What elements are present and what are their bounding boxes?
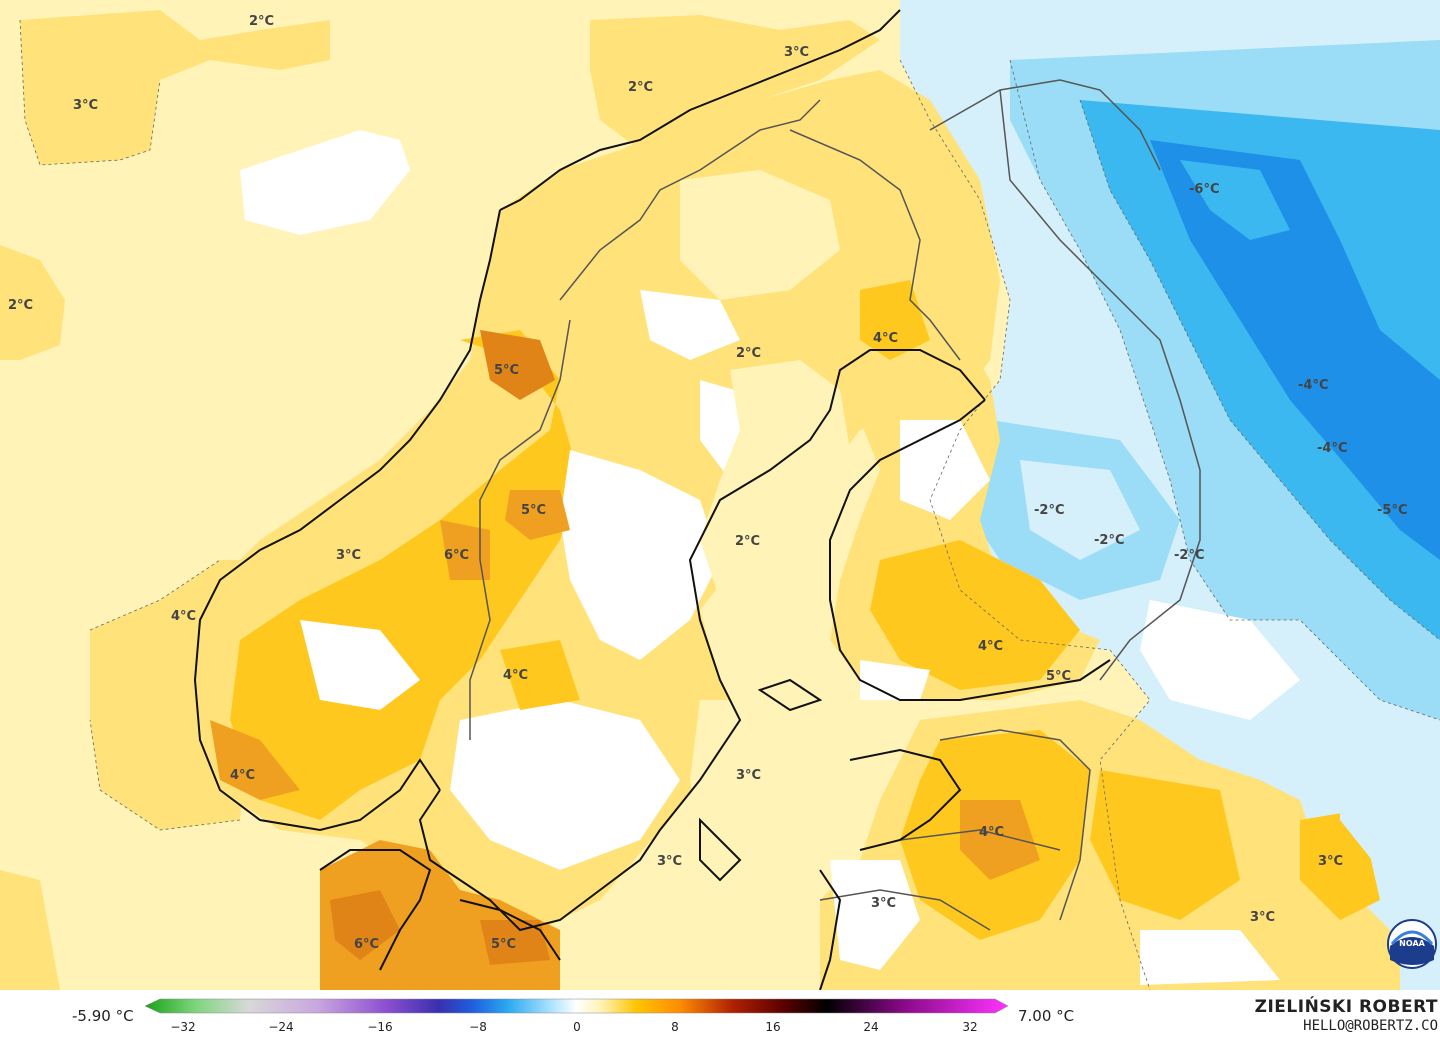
- temp-label: 4°C: [230, 768, 255, 783]
- legend-tick: −8: [469, 1020, 487, 1034]
- temp-label: -2°C: [1034, 503, 1064, 518]
- legend-tick: −24: [268, 1020, 293, 1034]
- temp-label: 3°C: [1250, 910, 1275, 925]
- author-name: ZIELIŃSKI ROBERT: [1255, 995, 1438, 1017]
- temp-label: 3°C: [73, 98, 98, 113]
- temp-label: 2°C: [8, 298, 33, 313]
- temp-label: -6°C: [1189, 182, 1219, 197]
- temp-label: 5°C: [521, 503, 546, 518]
- temp-label: -2°C: [1174, 548, 1204, 563]
- temp-label: -4°C: [1298, 378, 1328, 393]
- temp-label: 2°C: [736, 346, 761, 361]
- legend-max-label: 7.00 °C: [1018, 1007, 1074, 1025]
- temp-label: 3°C: [657, 854, 682, 869]
- temp-label: 3°C: [784, 45, 809, 60]
- temp-label: 4°C: [503, 668, 528, 683]
- temp-label: 4°C: [979, 825, 1004, 840]
- legend: -5.90 °C 7.00 °C −32 −24 −16 −8 0 8 16 2…: [0, 990, 1440, 1035]
- author-email: HELLO@ROBERTZ.CO: [1303, 1018, 1438, 1034]
- legend-tick: 32: [962, 1020, 977, 1034]
- temp-label: 2°C: [735, 534, 760, 549]
- temp-label: 6°C: [354, 937, 379, 952]
- legend-tick: −16: [367, 1020, 392, 1034]
- legend-tick: 16: [765, 1020, 780, 1034]
- legend-tick: −32: [170, 1020, 195, 1034]
- temp-label: 4°C: [873, 331, 898, 346]
- temp-label: -2°C: [1094, 533, 1124, 548]
- temp-label: -5°C: [1377, 503, 1407, 518]
- legend-min-label: -5.90 °C: [72, 1007, 134, 1025]
- legend-tick: 24: [863, 1020, 878, 1034]
- temp-label: 3°C: [736, 768, 761, 783]
- temp-label: 5°C: [1046, 669, 1071, 684]
- temp-label: 2°C: [628, 80, 653, 95]
- temp-label: 5°C: [494, 363, 519, 378]
- temp-label: 3°C: [336, 548, 361, 563]
- legend-tick: 8: [671, 1020, 679, 1034]
- temp-label: 5°C: [491, 937, 516, 952]
- noaa-logo-text: NOAA: [1399, 939, 1425, 948]
- temp-label: 4°C: [978, 639, 1003, 654]
- temp-label: 4°C: [171, 609, 196, 624]
- legend-tick: 0: [573, 1020, 581, 1034]
- temp-label: 2°C: [249, 14, 274, 29]
- legend-colorbar: [145, 999, 1008, 1013]
- temp-label: -4°C: [1317, 441, 1347, 456]
- temp-label: 3°C: [871, 896, 896, 911]
- temp-label: 6°C: [444, 548, 469, 563]
- temp-label: 3°C: [1318, 854, 1343, 869]
- noaa-logo: NOAA: [1388, 920, 1436, 968]
